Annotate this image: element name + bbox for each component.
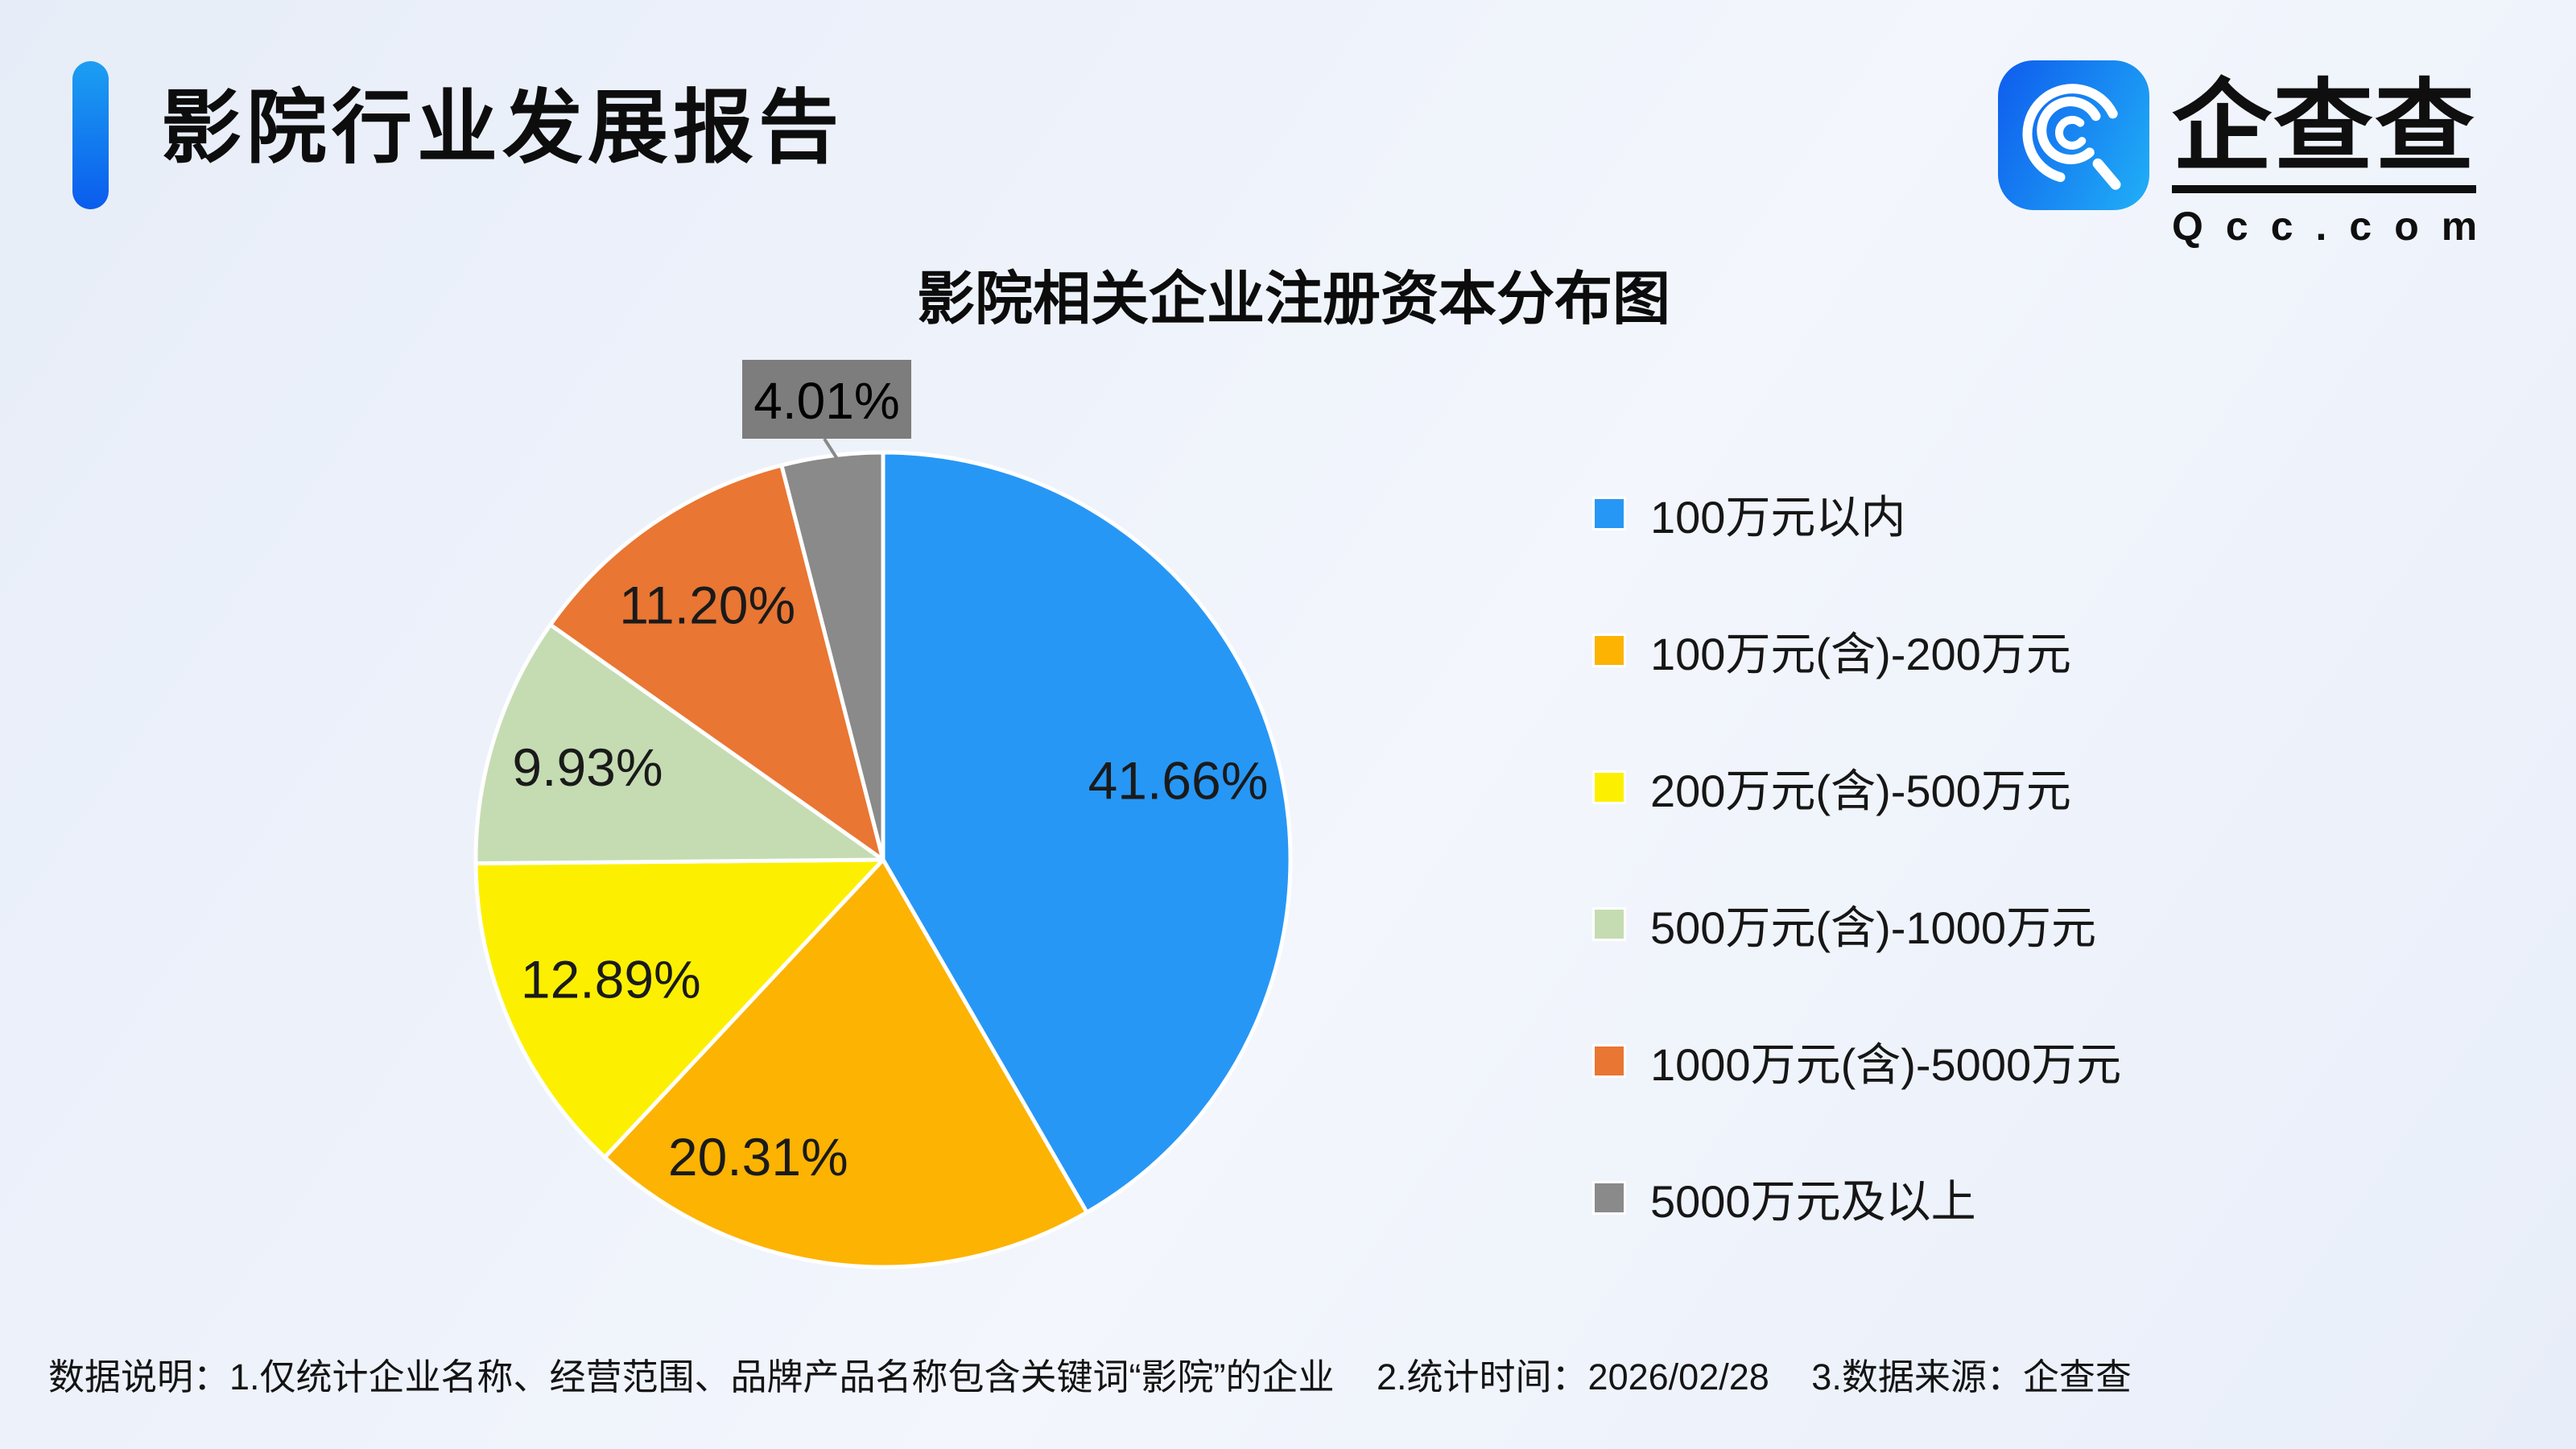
legend-swatch-icon — [1592, 770, 1626, 804]
legend-swatch-icon — [1592, 1181, 1626, 1215]
legend-item-5: 5000万元及以上 — [1592, 1129, 2121, 1266]
qcc-logo: 企查查 Qcc.com — [1998, 60, 2500, 250]
legend-label: 100万元(含)-200万元 — [1650, 628, 2071, 679]
legend-item-2: 200万元(含)-500万元 — [1592, 719, 2121, 856]
callout-leader-line — [823, 437, 839, 460]
pie-label-3: 9.93% — [512, 737, 663, 797]
legend-label: 1000万元(含)-5000万元 — [1650, 1038, 2122, 1090]
pie-label-2: 12.89% — [521, 950, 701, 1009]
footnote: 数据说明：1.仅统计企业名称、经营范围、品牌产品名称包含关键词“影院”的企业 2… — [48, 1348, 2132, 1400]
callout-box — [742, 360, 911, 439]
footnote-stat-date: 2.统计时间：2026/02/28 — [1377, 1356, 1769, 1397]
legend-swatch-icon — [1592, 497, 1626, 530]
pie-label-4: 11.20% — [619, 575, 795, 634]
legend-label: 500万元(含)-1000万元 — [1650, 902, 2096, 953]
legend-swatch-icon — [1592, 634, 1626, 667]
legend-swatch-icon — [1592, 1044, 1626, 1078]
legend-item-1: 100万元(含)-200万元 — [1592, 582, 2121, 719]
legend-label: 100万元以内 — [1650, 491, 1906, 543]
title-accent-bar — [72, 61, 109, 209]
qcc-magnifier-icon — [1998, 60, 2149, 210]
pie-slice-5 — [779, 450, 886, 862]
pie-slice-0 — [881, 450, 1293, 1215]
logo-domain: Qcc.com — [2172, 203, 2500, 249]
logo-company-name: 企查查 — [2172, 72, 2477, 193]
pie-slice-4 — [548, 463, 886, 862]
legend-label: 5000万元及以上 — [1650, 1175, 1976, 1227]
pie-slice-3 — [473, 622, 886, 865]
pie-slice-1 — [602, 857, 1089, 1269]
page-title: 影院行业发展报告 — [161, 83, 844, 173]
legend-item-3: 500万元(含)-1000万元 — [1592, 856, 2121, 993]
footnote-source: 3.数据来源：企查查 — [1811, 1356, 2132, 1397]
pie-slice-2 — [473, 857, 886, 1159]
pie-label-0: 41.66% — [1088, 751, 1269, 811]
pie-legend: 100万元以内 100万元(含)-200万元 200万元(含)-500万元 500万元… — [1592, 445, 2121, 1266]
logo-text-block: 企查查 Qcc.com — [2172, 72, 2500, 250]
pie-label-1: 20.31% — [668, 1127, 848, 1187]
legend-item-4: 1000万元(含)-5000万元 — [1592, 993, 2121, 1129]
footnote-scope: 数据说明：1.仅统计企业名称、经营范围、品牌产品名称包含关键词“影院”的企业 — [48, 1356, 1335, 1397]
callout-label: 4.01% — [753, 372, 899, 430]
legend-label: 200万元(含)-500万元 — [1650, 765, 2071, 816]
legend-item-0: 100万元以内 — [1592, 445, 2121, 582]
chart-title: 影院相关企业注册资本分布图 — [916, 267, 1671, 332]
legend-swatch-icon — [1592, 907, 1626, 941]
